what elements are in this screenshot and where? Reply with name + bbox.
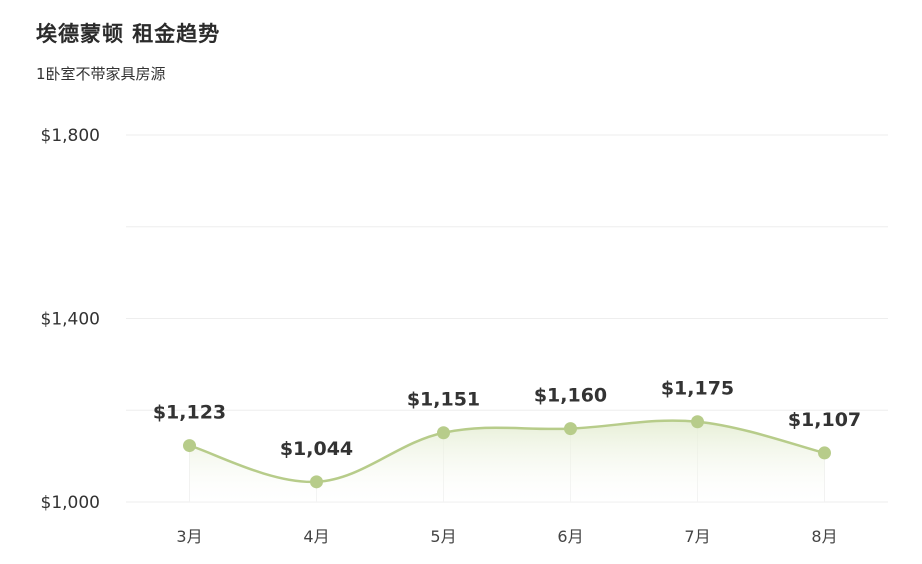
- x-tick-label: 5月: [430, 527, 456, 546]
- data-point: [310, 475, 323, 489]
- axis-layer: $1,000 $1,400 $1,800 3月 4月 5月 6月 7月 8月: [41, 126, 838, 546]
- data-label: $1,175: [661, 378, 734, 400]
- chart-subtitle: 1卧室不带家具房源: [36, 65, 166, 83]
- line-layer: [189, 419, 825, 484]
- x-tick-label: 7月: [684, 527, 710, 546]
- data-point: [691, 415, 704, 429]
- data-label: $1,107: [788, 409, 861, 431]
- chart-title: 埃德蒙顿 租金趋势: [36, 22, 221, 46]
- y-tick-label: $1,000: [41, 493, 100, 513]
- y-tick-label: $1,400: [41, 310, 100, 330]
- x-tick-label: 8月: [811, 527, 837, 546]
- data-label: $1,151: [407, 389, 480, 411]
- data-point: [564, 422, 577, 436]
- x-tick-label: 3月: [176, 527, 202, 546]
- series-line: [189, 419, 825, 484]
- data-point: [437, 426, 450, 440]
- area-layer: [189, 420, 825, 502]
- series-area: [189, 420, 825, 502]
- point-layer: [183, 415, 831, 489]
- label-layer: $1,123 $1,044 $1,151 $1,160 $1,175 $1,107: [153, 378, 861, 460]
- data-label: $1,123: [153, 402, 226, 424]
- data-label: $1,044: [280, 438, 353, 460]
- y-tick-label: $1,800: [41, 126, 100, 146]
- x-tick-label: 6月: [557, 527, 583, 546]
- data-point: [183, 439, 196, 453]
- data-label: $1,160: [534, 385, 607, 407]
- x-tick-label: 4月: [303, 527, 329, 546]
- data-point: [818, 446, 831, 460]
